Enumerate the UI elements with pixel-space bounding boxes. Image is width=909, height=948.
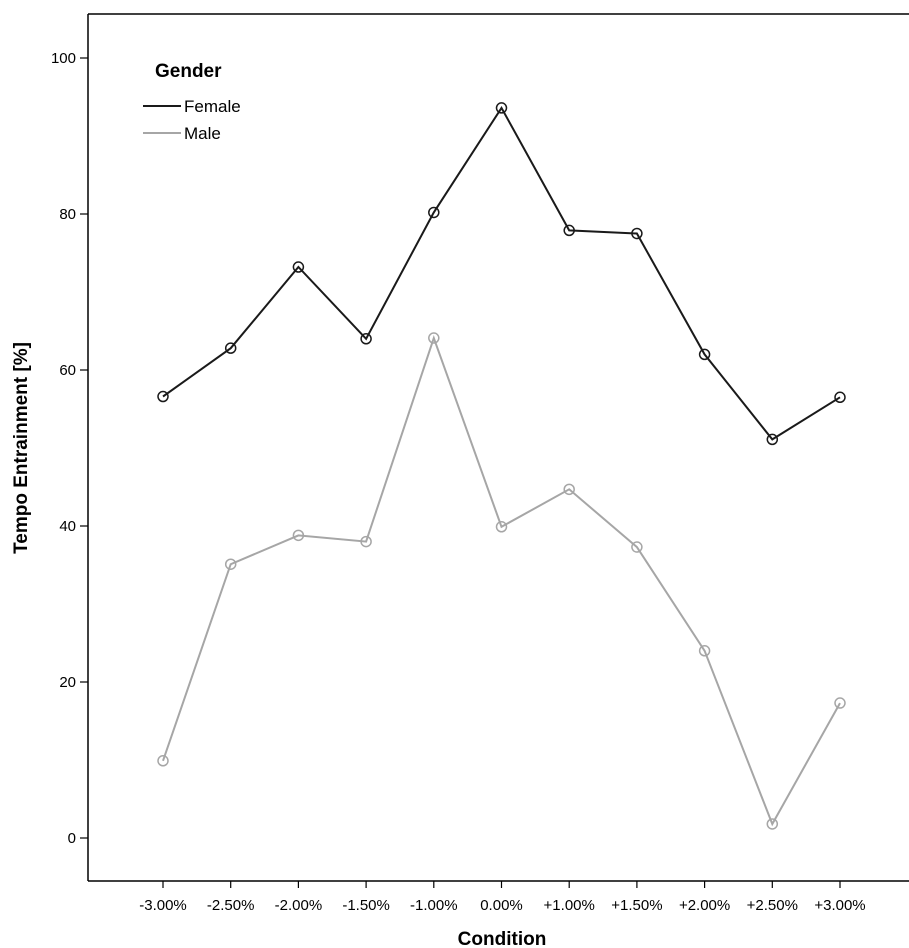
data-point-female: [766, 433, 779, 446]
data-point-male: [834, 697, 846, 709]
x-tick-label: -2.50%: [207, 897, 255, 914]
data-point-male: [360, 535, 372, 548]
series-line-female: [162, 105, 841, 441]
data-point-male: [292, 529, 305, 542]
x-tick-label: -2.00%: [275, 897, 323, 914]
series-layer: [157, 102, 846, 830]
data-point-female: [157, 390, 169, 403]
y-axis-title: Tempo Entrainment [%]: [11, 342, 32, 554]
x-tick-label: 0.00%: [480, 897, 523, 914]
y-tick-label: 60: [59, 362, 76, 379]
data-point-male: [428, 332, 440, 344]
data-point-male: [495, 521, 508, 533]
x-tick-label: +3.00%: [814, 897, 865, 914]
data-point-female: [292, 261, 305, 273]
data-point-male: [698, 645, 711, 657]
data-point-female: [428, 206, 440, 219]
plot-area: [87, 13, 909, 882]
y-tick-label: 100: [51, 50, 76, 67]
data-point-male: [631, 541, 643, 553]
data-point-female: [631, 227, 643, 240]
data-point-male: [766, 818, 779, 830]
x-tick-label: +1.00%: [544, 897, 595, 914]
legend-label-male: Male: [184, 124, 221, 143]
y-tick-label: 0: [68, 830, 76, 847]
x-axis-title: Condition: [458, 929, 547, 948]
x-tick-label: +2.50%: [747, 897, 798, 914]
y-axis-ticks: 0 20 40 60 80 100: [51, 50, 88, 847]
legend-label-female: Female: [184, 97, 241, 116]
y-tick-label: 20: [59, 674, 76, 691]
data-point-male: [563, 483, 575, 496]
x-tick-label: -3.00%: [139, 897, 187, 914]
x-tick-label: -1.50%: [342, 897, 390, 914]
legend: Gender Female Male: [143, 61, 241, 143]
data-point-female: [698, 348, 711, 361]
x-tick-label: +1.50%: [611, 897, 662, 914]
y-tick-label: 40: [59, 518, 76, 535]
legend-title: Gender: [155, 61, 222, 82]
data-point-female: [360, 333, 372, 345]
data-point-male: [157, 755, 169, 767]
data-point-female: [224, 342, 237, 354]
series-line-male: [162, 334, 841, 827]
data-point-female: [495, 102, 508, 114]
data-point-female: [834, 391, 846, 404]
x-axis-ticks: -3.00% -2.50% -2.00% -1.50% -1.00% 0.00% +1.00…: [139, 881, 866, 914]
x-tick-label: -1.00%: [410, 897, 458, 914]
x-tick-label: +2.00%: [679, 897, 730, 914]
y-tick-label: 80: [59, 206, 76, 223]
data-point-female: [563, 224, 575, 237]
data-point-male: [224, 558, 237, 570]
